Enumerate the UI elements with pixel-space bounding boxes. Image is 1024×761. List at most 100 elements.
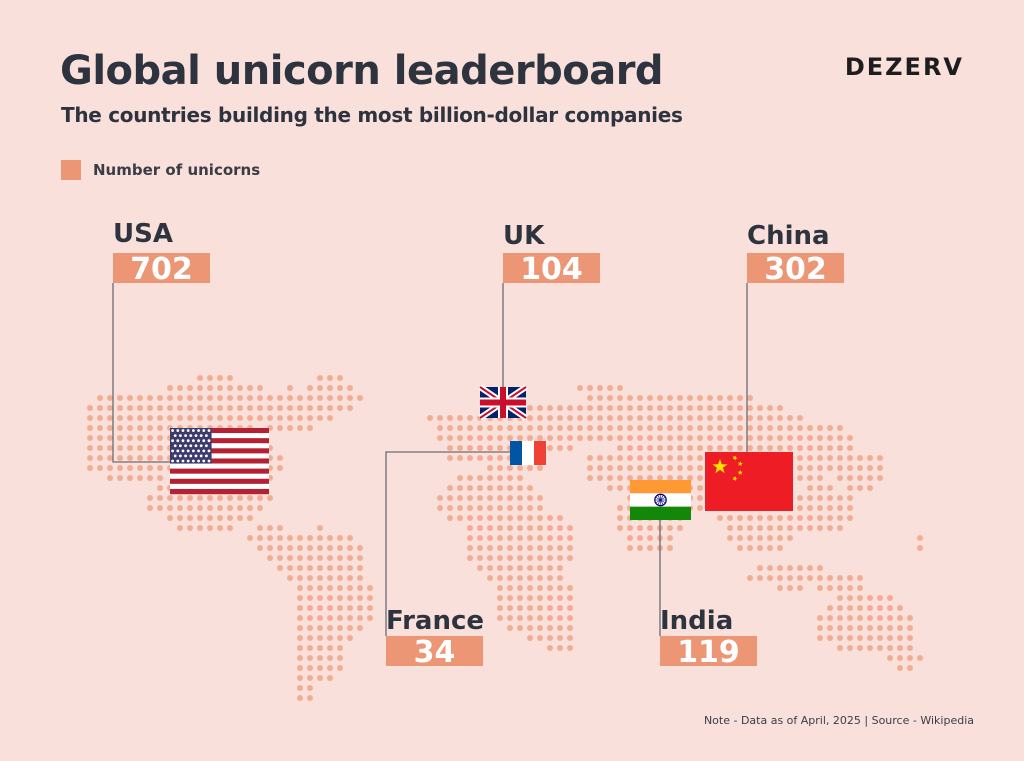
map-dot: [197, 385, 203, 391]
map-dot: [197, 505, 203, 511]
map-dot: [877, 615, 883, 621]
map-dot: [297, 585, 303, 591]
map-dot: [537, 535, 543, 541]
map-dot: [567, 595, 573, 601]
map-dot: [647, 425, 653, 431]
map-dot: [197, 495, 203, 501]
map-dot: [327, 385, 333, 391]
map-dot: [137, 435, 143, 441]
map-dot: [637, 405, 643, 411]
map-dot: [807, 475, 813, 481]
map-dot: [327, 625, 333, 631]
map-dot: [227, 405, 233, 411]
map-dot: [217, 525, 223, 531]
map-dot: [757, 445, 763, 451]
chart-title: Global unicorn leaderboard: [60, 48, 664, 94]
map-dot: [767, 415, 773, 421]
map-dot: [537, 565, 543, 571]
map-dot: [467, 525, 473, 531]
map-dot: [567, 415, 573, 421]
value-label-france: 34: [414, 635, 456, 670]
map-dot: [177, 385, 183, 391]
map-dot: [607, 465, 613, 471]
map-dot: [317, 585, 323, 591]
map-dot: [917, 545, 923, 551]
map-dot: [127, 475, 133, 481]
map-dot: [507, 515, 513, 521]
map-dot: [497, 545, 503, 551]
map-dot: [357, 555, 363, 561]
map-dot: [697, 405, 703, 411]
map-dot: [577, 415, 583, 421]
map-dot: [277, 555, 283, 561]
map-dot: [827, 605, 833, 611]
map-dot: [807, 445, 813, 451]
map-dot: [117, 455, 123, 461]
map-dot: [327, 395, 333, 401]
map-dot: [847, 635, 853, 641]
map-dot: [497, 555, 503, 561]
map-dot: [607, 475, 613, 481]
map-dot: [647, 455, 653, 461]
map-dot: [897, 605, 903, 611]
map-dot: [157, 435, 163, 441]
map-dot: [207, 505, 213, 511]
map-dot: [277, 455, 283, 461]
map-dot: [307, 385, 313, 391]
map-dot: [307, 595, 313, 601]
map-dot: [777, 585, 783, 591]
map-dot: [357, 585, 363, 591]
map-dot: [507, 565, 513, 571]
map-dot: [847, 485, 853, 491]
map-dot: [797, 515, 803, 521]
map-dot: [357, 595, 363, 601]
map-dot: [907, 615, 913, 621]
map-dot: [277, 395, 283, 401]
map-dot: [487, 575, 493, 581]
map-dot: [517, 595, 523, 601]
map-dot: [627, 545, 633, 551]
map-dot: [337, 545, 343, 551]
map-dot: [737, 395, 743, 401]
map-dot: [267, 495, 273, 501]
map-dot: [197, 515, 203, 521]
map-dot: [337, 615, 343, 621]
map-dot: [587, 425, 593, 431]
map-dot: [727, 395, 733, 401]
map-dot: [807, 505, 813, 511]
map-dot: [857, 585, 863, 591]
map-dot: [627, 395, 633, 401]
map-dot: [807, 525, 813, 531]
map-dot: [547, 405, 553, 411]
map-dot: [457, 495, 463, 501]
map-dot: [467, 455, 473, 461]
map-dot: [297, 575, 303, 581]
map-dot: [567, 535, 573, 541]
map-dot: [227, 515, 233, 521]
map-dot: [447, 445, 453, 451]
map-dot: [97, 445, 103, 451]
map-dot: [617, 505, 623, 511]
map-dot: [557, 405, 563, 411]
map-dot: [337, 535, 343, 541]
map-dot: [477, 535, 483, 541]
map-dot: [577, 435, 583, 441]
map-dot: [627, 415, 633, 421]
map-dot: [147, 445, 153, 451]
map-dot: [527, 525, 533, 531]
map-dot: [487, 495, 493, 501]
map-dot: [507, 475, 513, 481]
map-dot: [677, 465, 683, 471]
map-dot: [797, 575, 803, 581]
map-dot: [507, 615, 513, 621]
map-dot: [907, 665, 913, 671]
map-dot: [847, 605, 853, 611]
map-dot: [447, 415, 453, 421]
map-dot: [517, 575, 523, 581]
map-dot: [777, 445, 783, 451]
map-dot: [857, 595, 863, 601]
map-dot: [727, 525, 733, 531]
map-dot: [137, 415, 143, 421]
map-dot: [717, 435, 723, 441]
